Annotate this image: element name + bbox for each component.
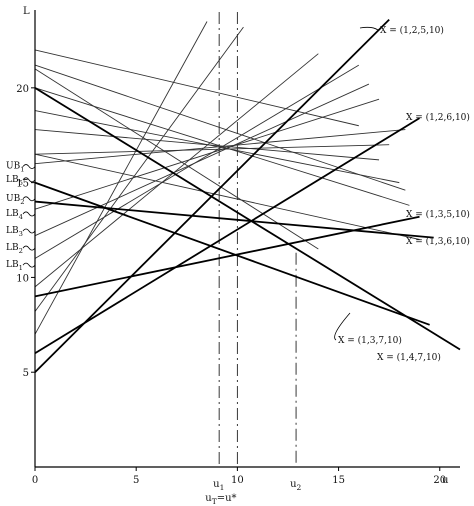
series-label: X = (1,3,5,10) <box>406 209 470 220</box>
thin-line <box>34 68 319 250</box>
x-tick-label: 0 <box>32 475 38 486</box>
bound-label: LB3 <box>6 226 23 238</box>
series-line <box>34 181 430 326</box>
bound-tick-mark <box>22 177 36 183</box>
thin-line <box>34 83 370 237</box>
marker-label: u1 <box>213 479 224 492</box>
y-tick-label: 5 <box>23 368 29 379</box>
thin-line <box>34 49 359 127</box>
thin-line <box>34 53 319 288</box>
series-label: X = (1,2,5,10) <box>380 25 444 36</box>
series-label: X = (1,3,7,10) <box>338 335 402 346</box>
bound-label: LB2 <box>6 243 23 255</box>
bound-tick-mark <box>22 245 36 251</box>
thin-line <box>34 64 406 191</box>
bound-label: LB4 <box>6 209 23 221</box>
thin-line <box>34 129 406 165</box>
x-tick-label: 10 <box>231 475 244 486</box>
series-line <box>34 200 434 239</box>
thin-line <box>34 87 410 206</box>
y-tick-label: 20 <box>16 84 29 95</box>
highlighted-series-layer <box>34 18 461 373</box>
series-line <box>34 87 461 351</box>
bottom-formula-label: uT=u* <box>205 493 236 506</box>
x-tick-label: 5 <box>133 475 139 486</box>
y-axis-name: L <box>23 6 30 17</box>
thin-line <box>34 26 244 312</box>
bound-tick-mark <box>22 196 36 202</box>
thin-line <box>34 21 208 335</box>
series-label: X = (1,3,6,10) <box>406 236 470 247</box>
thin-line <box>34 153 420 240</box>
series-label-leader <box>359 26 379 31</box>
series-line <box>34 117 420 355</box>
axes-layer <box>31 10 460 471</box>
bound-tick-mark <box>22 164 36 169</box>
series-label: X = (1,2,6,10) <box>406 112 470 123</box>
marker-label: u2 <box>290 479 301 492</box>
series-label: X = (1,4,7,10) <box>377 352 441 363</box>
bound-label: UB1 <box>6 162 25 174</box>
x-axis-name: u <box>442 475 449 486</box>
bound-tick-mark <box>22 262 36 268</box>
bound-label: LB5 <box>6 175 23 187</box>
y-tick-label: 15 <box>16 179 29 190</box>
thin-line <box>34 110 400 184</box>
bound-label: UB2 <box>6 194 25 206</box>
vertical-marker-layer <box>218 12 297 467</box>
bound-tick-mark <box>22 228 36 234</box>
x-tick-label: 15 <box>332 475 345 486</box>
x-tick-label: 20 <box>433 475 446 486</box>
bound-tick-mark <box>22 211 36 217</box>
bound-label: LB1 <box>6 260 23 272</box>
y-tick-label: 10 <box>16 273 29 284</box>
other-lines-layer <box>34 21 420 335</box>
thin-line <box>34 144 390 155</box>
series-label-leader <box>334 312 351 341</box>
thin-line <box>34 98 380 210</box>
